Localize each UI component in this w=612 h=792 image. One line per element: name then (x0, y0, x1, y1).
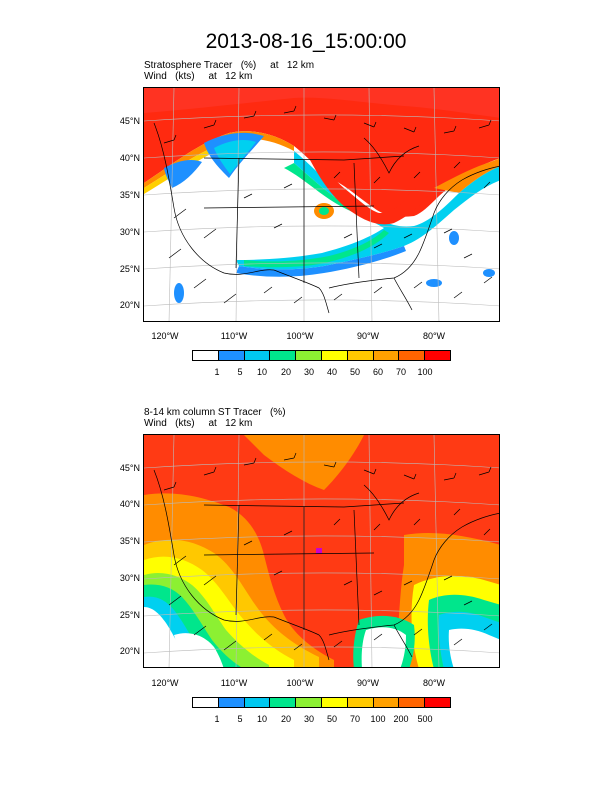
colorbar-swatch (218, 351, 245, 360)
panel2-colorbar-label: 20 (280, 714, 291, 724)
colorbar-swatch (270, 351, 297, 360)
panel1-map (143, 87, 500, 322)
panel1-lat-label: 30°N (119, 227, 140, 237)
panel2-colorbar-label: 10 (256, 714, 267, 724)
panel2-lat-label: 25°N (119, 610, 140, 620)
colorbar-swatch (321, 698, 348, 707)
colorbar-swatch (193, 698, 219, 707)
panel1-colorbar-label: 50 (349, 367, 360, 377)
colorbar-swatch (347, 351, 374, 360)
figure-title: 2013-08-16_15:00:00 (205, 30, 407, 53)
panel1-colorbar-label: 30 (303, 367, 314, 377)
panel2-lon-label: 120°W (151, 678, 179, 688)
panel2-lon-label: 110°W (220, 678, 248, 688)
panel1-colorbar (192, 350, 451, 361)
panel1-lat-label: 20°N (119, 300, 140, 310)
panel1-lat-label: 35°N (119, 190, 140, 200)
panel1-lon-label: 110°W (220, 331, 248, 341)
panel1-wind-label: Wind (kts) at 12 km (144, 71, 253, 82)
panel2-wind-label: Wind (kts) at 12 km (144, 418, 253, 429)
panel2-field-label: 8-14 km column ST Tracer (%) (144, 407, 286, 418)
panel2-lon-label: 90°W (356, 678, 380, 688)
colorbar-swatch (321, 351, 348, 360)
panel1-lon-label: 80°W (422, 331, 446, 341)
panel1-colorbar-label: 40 (326, 367, 337, 377)
panel2-lat-label: 45°N (119, 463, 140, 473)
panel2-colorbar-label: 50 (326, 714, 337, 724)
colorbar-swatch (347, 698, 374, 707)
panel2-colorbar-label: 1 (214, 714, 220, 724)
colorbar-swatch (244, 351, 271, 360)
colorbar-swatch (373, 351, 400, 360)
colorbar-swatch (296, 351, 322, 360)
panel1-colorbar-label: 10 (256, 367, 267, 377)
panel2-map (143, 434, 500, 668)
panel2-colorbar-label: 30 (303, 714, 314, 724)
panel2-colorbar-label: 500 (417, 714, 433, 724)
panel1-lon-label: 100°W (286, 331, 314, 341)
panel2-colorbar-label: 5 (237, 714, 243, 724)
panel2-colorbar (192, 697, 451, 708)
panel2-colorbar-label: 200 (393, 714, 409, 724)
panel1-lat-label: 25°N (119, 264, 140, 274)
colorbar-swatch (193, 351, 219, 360)
colorbar-swatch (425, 698, 450, 707)
colorbar-swatch (296, 698, 322, 707)
panel1-colorbar-label: 5 (237, 367, 243, 377)
panel1-colorbar-label: 1 (214, 367, 220, 377)
panel2-lon-label: 100°W (286, 678, 314, 688)
panel1-colorbar-label: 100 (417, 367, 433, 377)
panel1-colorbar-label: 20 (280, 367, 291, 377)
panel1-colorbar-label: 70 (395, 367, 406, 377)
panel2-lat-label: 40°N (119, 499, 140, 509)
panel1-lon-label: 120°W (151, 331, 179, 341)
panel1-lat-label: 45°N (119, 116, 140, 126)
colorbar-swatch (399, 351, 426, 360)
panel1-colorbar-label: 60 (372, 367, 383, 377)
colorbar-swatch (244, 698, 271, 707)
panel1-header: Stratosphere Tracer (%) at 12 km Wind (kt… (144, 60, 314, 82)
panel2-lon-label: 80°W (422, 678, 446, 688)
panel2-lat-label: 20°N (119, 646, 140, 656)
panel2-colorbar-label: 100 (370, 714, 386, 724)
panel2-colorbar-label: 70 (349, 714, 360, 724)
panel1-lat-label: 40°N (119, 153, 140, 163)
panel2-lat-label: 35°N (119, 536, 140, 546)
colorbar-swatch (373, 698, 400, 707)
colorbar-swatch (270, 698, 297, 707)
colorbar-swatch (425, 351, 450, 360)
panel2-lat-label: 30°N (119, 573, 140, 583)
panel1-lon-label: 90°W (356, 331, 380, 341)
panel1-field-label: Stratosphere Tracer (%) at 12 km (144, 60, 315, 71)
panel2-header: 8-14 km column ST Tracer (%) Wind (kts) a… (144, 407, 286, 429)
colorbar-swatch (218, 698, 245, 707)
colorbar-swatch (399, 698, 426, 707)
